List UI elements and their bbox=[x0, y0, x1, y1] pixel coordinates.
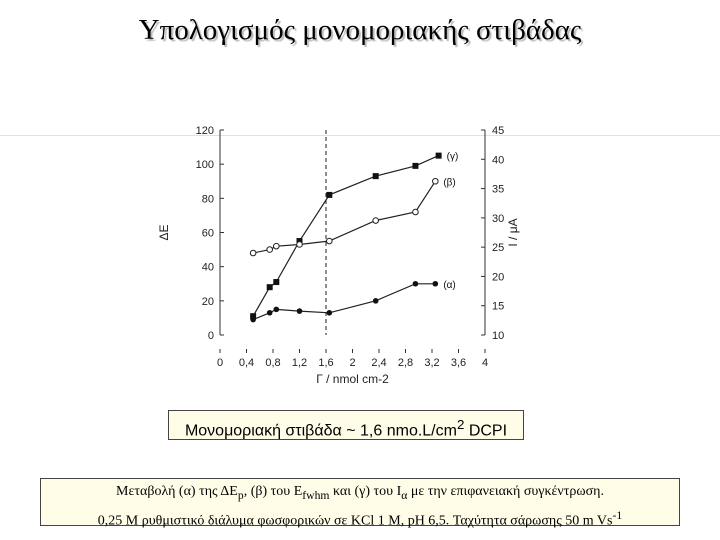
y-left-tick-label: 20 bbox=[202, 296, 214, 308]
x-tick-label: 3,6 bbox=[451, 357, 466, 369]
figure-description: Μεταβολή (α) της ΔEp, (β) του Efwhm και … bbox=[40, 478, 680, 528]
y-left-tick-label: 40 bbox=[202, 262, 214, 274]
slide-title: Υπολογισμός μονομοριακής στιβάδας bbox=[138, 14, 582, 46]
data-point bbox=[326, 191, 333, 198]
series-line bbox=[252, 180, 436, 254]
data-point bbox=[412, 162, 419, 169]
monolayer-caption-text: Μονομοριακή στιβάδα ~ 1,6 nmo.L/cm bbox=[184, 422, 457, 440]
data-point bbox=[296, 241, 303, 248]
y-right-tick-label: 20 bbox=[492, 271, 504, 283]
data-point bbox=[372, 217, 379, 224]
desc-text: 0,25 M ρυθμιστικό διάλυμα φωσφορικών σε … bbox=[97, 513, 613, 529]
data-point bbox=[296, 238, 303, 245]
y-right-tick-label: 45 bbox=[492, 125, 504, 137]
data-point bbox=[266, 309, 273, 316]
series-label: (β) bbox=[443, 177, 455, 188]
data-point bbox=[266, 246, 273, 253]
x-tick-label: 0,8 bbox=[265, 357, 280, 369]
data-point bbox=[412, 280, 419, 287]
x-tick-label: 1,6 bbox=[318, 357, 333, 369]
desc-sub: fwhm bbox=[302, 488, 330, 502]
data-point bbox=[273, 279, 280, 286]
y-right-tick-label: 15 bbox=[492, 301, 504, 313]
x-axis-title: Γ / nmol cm-2 bbox=[316, 372, 389, 385]
data-point bbox=[432, 280, 439, 287]
header-divider bbox=[0, 135, 720, 136]
chart-axes: 0 20 40 60 80 100 120 10 15 20 25 30 35 40 45 0 0,4 0,8 1,… bbox=[157, 125, 520, 385]
desc-sub: α bbox=[401, 488, 408, 502]
figure-description-line-1: Μεταβολή (α) της ΔEp, (β) του Efwhm και … bbox=[41, 482, 679, 506]
x-tick-label: 2,8 bbox=[398, 357, 413, 369]
chart-series: (γ) (β) (α) bbox=[249, 152, 459, 323]
y-left-tick-label: 80 bbox=[202, 193, 214, 205]
series-label: (α) bbox=[443, 280, 455, 291]
desc-text: και (γ) του I bbox=[329, 484, 402, 499]
data-point bbox=[372, 173, 379, 180]
y-right-axis-title: I / μA bbox=[506, 218, 520, 246]
y-left-tick-label: 0 bbox=[208, 330, 214, 342]
x-tick-label: 2 bbox=[349, 357, 355, 369]
y-left-axis-title: ΔE bbox=[157, 224, 171, 240]
y-left-tick-label: 60 bbox=[202, 228, 214, 240]
data-point bbox=[296, 308, 303, 314]
desc-sub: p bbox=[237, 488, 244, 502]
figure-description-line-2: 0,25 M ρυθμιστικό διάλυμα φωσφορικών σε … bbox=[41, 506, 679, 532]
x-tick-label: 0,4 bbox=[239, 357, 254, 369]
data-point bbox=[435, 152, 442, 159]
data-point bbox=[326, 309, 333, 316]
y-right-tick-label: 10 bbox=[492, 330, 504, 342]
data-point bbox=[326, 237, 333, 245]
x-tick-label: 1,2 bbox=[292, 357, 307, 369]
data-point bbox=[412, 208, 419, 216]
monolayer-caption-suffix: DCPI bbox=[464, 422, 508, 440]
series-label: (γ) bbox=[447, 152, 459, 163]
series-line bbox=[252, 155, 439, 317]
data-point bbox=[273, 242, 280, 250]
y-right-tick-label: 40 bbox=[492, 154, 504, 166]
x-tick-label: 4 bbox=[482, 357, 488, 369]
monolayer-caption-sup: 2 bbox=[456, 417, 465, 432]
y-left-tick-label: 120 bbox=[196, 125, 214, 137]
surface-concentration-chart: 0 20 40 60 80 100 120 10 15 20 25 30 35 40 45 0 0,4 0,8 1,… bbox=[157, 125, 520, 385]
y-right-tick-label: 35 bbox=[492, 184, 504, 196]
data-point bbox=[432, 177, 439, 185]
desc-text: , (β) του E bbox=[243, 484, 303, 499]
desc-text: Μεταβολή (α) της ΔE bbox=[116, 484, 238, 499]
data-point bbox=[372, 298, 379, 304]
data-point bbox=[266, 284, 273, 291]
desc-text: με την επιφανειακή συγκέντρωση. bbox=[407, 484, 604, 499]
data-point bbox=[250, 313, 257, 320]
x-tick-label: 0 bbox=[217, 357, 223, 369]
y-right-tick-label: 30 bbox=[492, 213, 504, 225]
y-left-tick-label: 100 bbox=[196, 159, 214, 171]
series-line bbox=[252, 283, 436, 321]
data-point bbox=[273, 306, 280, 313]
y-right-tick-label: 25 bbox=[492, 242, 504, 254]
data-point bbox=[249, 249, 257, 257]
x-tick-label: 2,4 bbox=[371, 357, 386, 369]
data-point bbox=[250, 316, 256, 323]
desc-sup: -1 bbox=[612, 508, 623, 522]
monolayer-caption: Μονομοριακή στιβάδα ~ 1,6 nmo.L/cm2 DCPI bbox=[168, 410, 524, 440]
x-tick-label: 3,2 bbox=[424, 357, 439, 369]
